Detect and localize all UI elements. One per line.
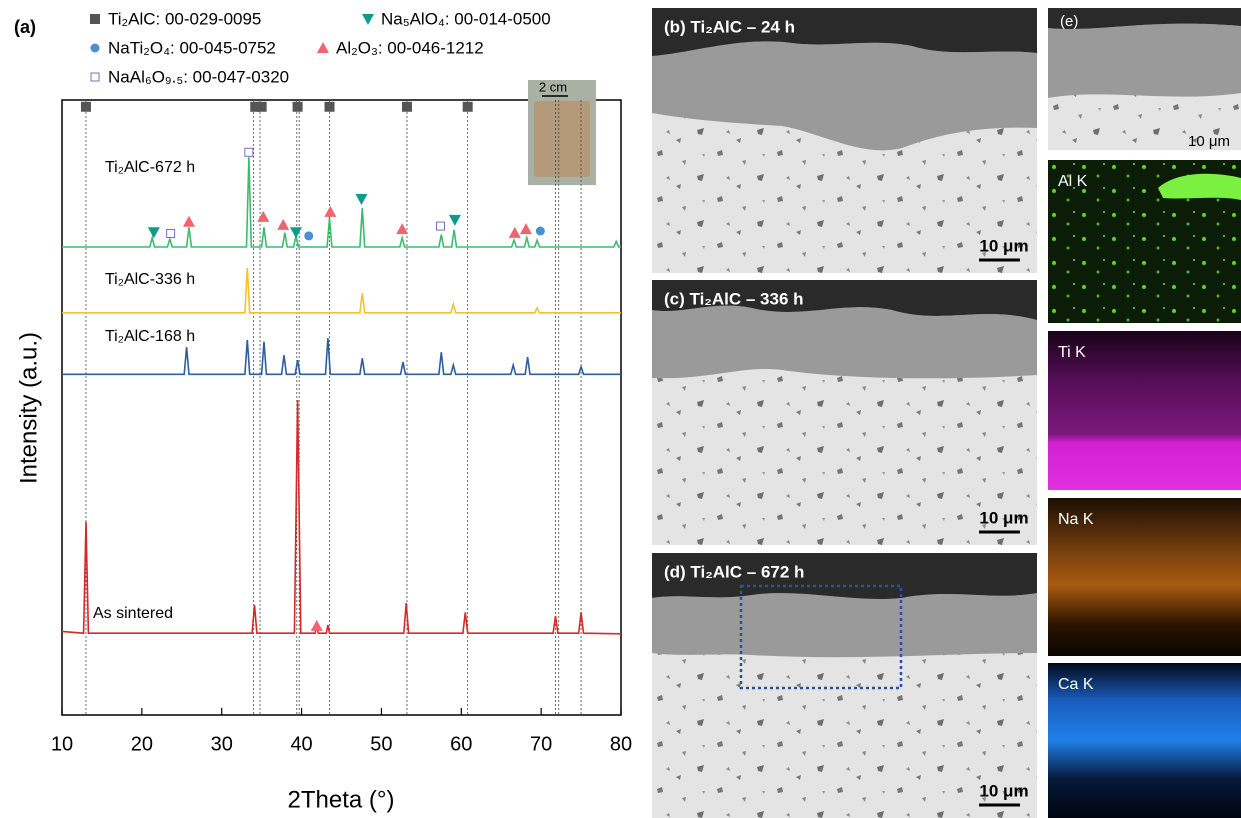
element-maps: (e) 10 μm Al K Ti K Na K Ca K bbox=[1048, 8, 1241, 818]
phase-marker bbox=[401, 101, 412, 112]
phase-marker bbox=[182, 215, 195, 227]
x-tick-label: 30 bbox=[211, 733, 233, 755]
void bbox=[652, 553, 1037, 600]
x-tick-label: 60 bbox=[450, 733, 472, 755]
phase-marker bbox=[256, 101, 267, 112]
legend-marker bbox=[317, 42, 329, 53]
phase-marker bbox=[166, 228, 176, 238]
legend-marker bbox=[90, 72, 100, 82]
phase-marker bbox=[519, 223, 532, 235]
void bbox=[1048, 8, 1241, 30]
phase-marker bbox=[324, 205, 337, 217]
series-line bbox=[61, 400, 622, 635]
phase-marker bbox=[277, 218, 290, 230]
phase-marker bbox=[289, 227, 302, 239]
void bbox=[652, 280, 1037, 320]
phase-marker bbox=[535, 226, 545, 236]
x-tick-label: 20 bbox=[131, 733, 153, 755]
photo-scale-label: 2 cm bbox=[539, 79, 567, 94]
phase-marker bbox=[250, 101, 261, 112]
series-line bbox=[62, 157, 621, 248]
phase-marker bbox=[257, 210, 270, 222]
phase-marker bbox=[304, 231, 314, 241]
legend-label: Al₂O₃: 00-046-1212 bbox=[336, 38, 484, 57]
y-axis-label: Intensity (a.u.) bbox=[15, 332, 42, 484]
scale-bar-label: 10 μm bbox=[979, 781, 1028, 800]
map-bg bbox=[1048, 498, 1241, 656]
oxide-layer bbox=[652, 305, 1037, 379]
phase-marker bbox=[324, 101, 335, 112]
element-map: Ca K bbox=[1048, 663, 1241, 818]
phase-marker bbox=[396, 223, 409, 235]
phase-marker bbox=[292, 101, 303, 112]
map-bg bbox=[1048, 331, 1241, 490]
micrograph: (c) Ti₂AlC – 336 h 10 μm bbox=[652, 280, 1037, 545]
series-label: Ti₂AlC-168 h bbox=[105, 328, 195, 345]
legend-label: NaTi₂O₄: 00-045-0752 bbox=[108, 38, 276, 57]
legend-marker bbox=[90, 43, 100, 53]
x-axis-label: 2Theta (°) bbox=[288, 786, 395, 813]
element-map: Al K bbox=[1048, 160, 1241, 323]
series-label: Ti₂AlC-336 h bbox=[105, 271, 195, 288]
x-tick-label: 40 bbox=[290, 733, 312, 755]
sem-crop: (e) 10 μm bbox=[1048, 8, 1241, 150]
phase-marker bbox=[462, 101, 473, 112]
oxide-layer bbox=[652, 41, 1037, 151]
phase-marker bbox=[448, 214, 461, 226]
oxide-layer bbox=[1048, 23, 1241, 98]
phase-marker bbox=[355, 194, 368, 206]
micrograph-label: (d) Ti₂AlC – 672 h bbox=[664, 562, 804, 581]
series-label: As sintered bbox=[93, 605, 173, 622]
legend-marker bbox=[90, 14, 100, 24]
map-label: Al K bbox=[1058, 173, 1088, 190]
oxide-layer bbox=[652, 593, 1037, 658]
micrograph-label: (b) Ti₂AlC – 24 h bbox=[664, 17, 795, 36]
scale-bar-label: 10 μm bbox=[979, 508, 1028, 527]
x-tick-label: 50 bbox=[370, 733, 392, 755]
x-tick-label: 80 bbox=[610, 733, 632, 755]
legend-marker bbox=[362, 14, 374, 25]
x-tick-label: 10 bbox=[51, 733, 73, 755]
phase-marker bbox=[508, 226, 521, 238]
phase-marker bbox=[80, 101, 91, 112]
roi-box bbox=[739, 584, 903, 690]
phase-marker bbox=[147, 227, 160, 239]
panel-label: (a) bbox=[14, 17, 36, 37]
plot-frame bbox=[61, 99, 622, 716]
series-label: Ti₂AlC-672 h bbox=[105, 159, 195, 176]
phase-marker bbox=[244, 147, 254, 157]
map-label: Na K bbox=[1058, 511, 1094, 528]
map-panel-label: (e) bbox=[1060, 13, 1078, 30]
micrographs: (b) Ti₂AlC – 24 h10 μm(c) Ti₂AlC – 336 h… bbox=[652, 8, 1037, 818]
photo-sample bbox=[534, 101, 590, 177]
map-label: Ca K bbox=[1058, 676, 1094, 693]
micrograph: (b) Ti₂AlC – 24 h 10 μm bbox=[652, 8, 1037, 273]
legend-label: Na₅AlO₄: 00-014-0500 bbox=[381, 9, 551, 28]
scale-bar-label: 10 μm bbox=[1188, 133, 1230, 150]
al-rich-band bbox=[1158, 173, 1241, 200]
phase-marker bbox=[310, 619, 323, 631]
x-tick-label: 70 bbox=[530, 733, 552, 755]
element-map: Na K bbox=[1048, 498, 1241, 656]
element-map: Ti K bbox=[1048, 331, 1241, 490]
map-label: Ti K bbox=[1058, 344, 1086, 361]
sample-photo: 2 cm bbox=[528, 79, 596, 185]
micrograph: (d) Ti₂AlC – 672 h 10 μm bbox=[652, 553, 1037, 818]
legend-label: Ti₂AlC: 00-029-0095 bbox=[108, 9, 261, 28]
scale-bar-label: 10 μm bbox=[979, 236, 1028, 255]
legend-label: NaAl₆O₉.₅: 00-047-0320 bbox=[108, 67, 289, 86]
series-line bbox=[62, 267, 621, 314]
void bbox=[652, 8, 1037, 56]
micrograph-label: (c) Ti₂AlC – 336 h bbox=[664, 289, 804, 308]
map-bg bbox=[1048, 663, 1241, 818]
series-line bbox=[62, 337, 621, 376]
phase-marker bbox=[436, 221, 446, 231]
